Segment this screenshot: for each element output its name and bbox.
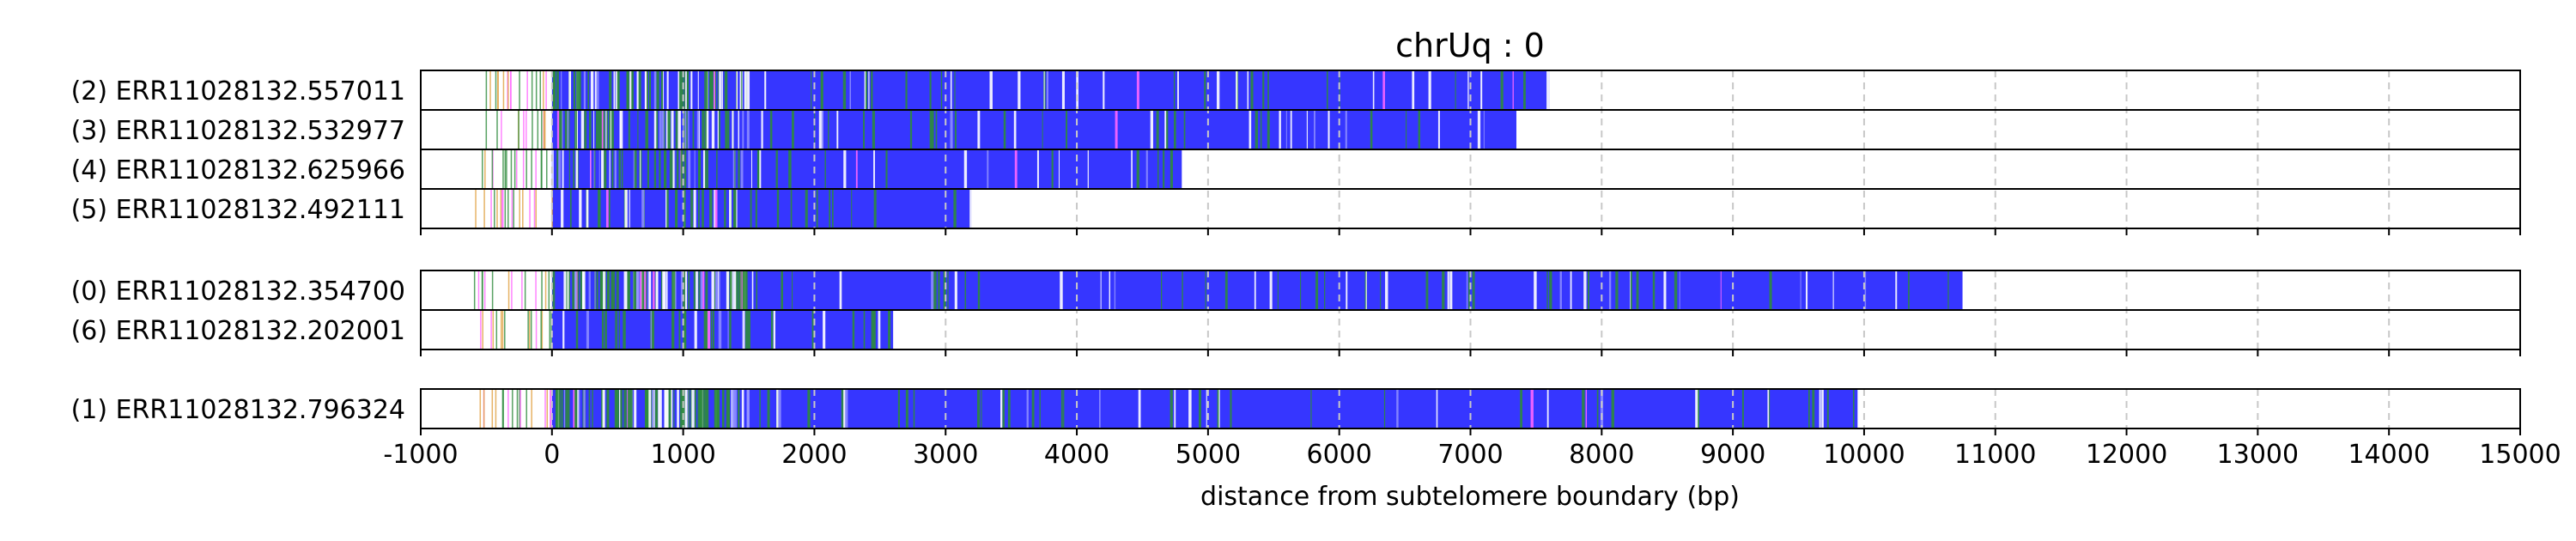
x-tick-label: 11000 xyxy=(1954,440,2036,470)
x-tick-label: -1000 xyxy=(383,440,458,470)
x-tick-label: 14000 xyxy=(2348,440,2429,470)
read-row: (5) ERR11028132.492111 xyxy=(71,190,973,228)
read-label: (1) ERR11028132.796324 xyxy=(71,395,405,425)
read-bar-texture xyxy=(480,311,891,349)
read-bar xyxy=(551,271,1963,309)
x-tick-label: 9000 xyxy=(1700,440,1765,470)
x-tick-label: 0 xyxy=(544,440,560,470)
read-row: (1) ERR11028132.796324 xyxy=(71,390,1858,428)
read-row: (6) ERR11028132.202001 xyxy=(71,311,894,349)
read-bar xyxy=(551,150,1182,188)
x-tick-label: 5000 xyxy=(1176,440,1241,470)
read-bar xyxy=(551,71,1550,109)
read-bar-texture xyxy=(479,390,1855,428)
read-bar xyxy=(551,190,972,228)
read-label: (5) ERR11028132.492111 xyxy=(71,195,405,225)
read-row: (0) ERR11028132.354700 xyxy=(71,271,1963,309)
read-bar-texture xyxy=(475,190,973,228)
read-row: (3) ERR11028132.532977 xyxy=(71,111,1516,149)
read-bar xyxy=(551,311,894,349)
x-tick-label: 13000 xyxy=(2217,440,2299,470)
x-axis-label: distance from subtelomere boundary (bp) xyxy=(1200,482,1740,512)
read-bar-texture xyxy=(482,150,1173,188)
x-tick-label: 6000 xyxy=(1307,440,1372,470)
rows-layer: (2) ERR11028132.557011 (3) ERR11028132.53… xyxy=(71,70,2520,429)
x-tick-label: 1000 xyxy=(650,440,715,470)
x-tick-label: 12000 xyxy=(2086,440,2167,470)
read-row: (4) ERR11028132.625966 xyxy=(71,150,1182,188)
x-tick-label: 15000 xyxy=(2479,440,2561,470)
read-label: (4) ERR11028132.625966 xyxy=(71,155,405,185)
x-tick-label: 10000 xyxy=(1823,440,1905,470)
read-label: (2) ERR11028132.557011 xyxy=(71,76,405,106)
read-bar-texture xyxy=(485,71,1550,109)
x-tick-label: 3000 xyxy=(913,440,978,470)
read-label: (3) ERR11028132.532977 xyxy=(71,116,405,146)
chart-title: chrUq : 0 xyxy=(1395,27,1545,64)
read-bar-texture xyxy=(485,111,1485,149)
x-tick-label: 4000 xyxy=(1044,440,1109,470)
read-label: (6) ERR11028132.202001 xyxy=(71,316,405,346)
read-bar-texture xyxy=(473,271,1949,309)
x-tick-label: 2000 xyxy=(781,440,847,470)
x-tick-label: 8000 xyxy=(1569,440,1634,470)
x-tick-label: 7000 xyxy=(1437,440,1503,470)
read-row: (2) ERR11028132.557011 xyxy=(71,71,1550,109)
x-axis: -1000 0 1000 2000 3000 4000 5000 6000 7000 8000 90… xyxy=(383,70,2561,470)
read-label: (0) ERR11028132.354700 xyxy=(71,277,405,307)
